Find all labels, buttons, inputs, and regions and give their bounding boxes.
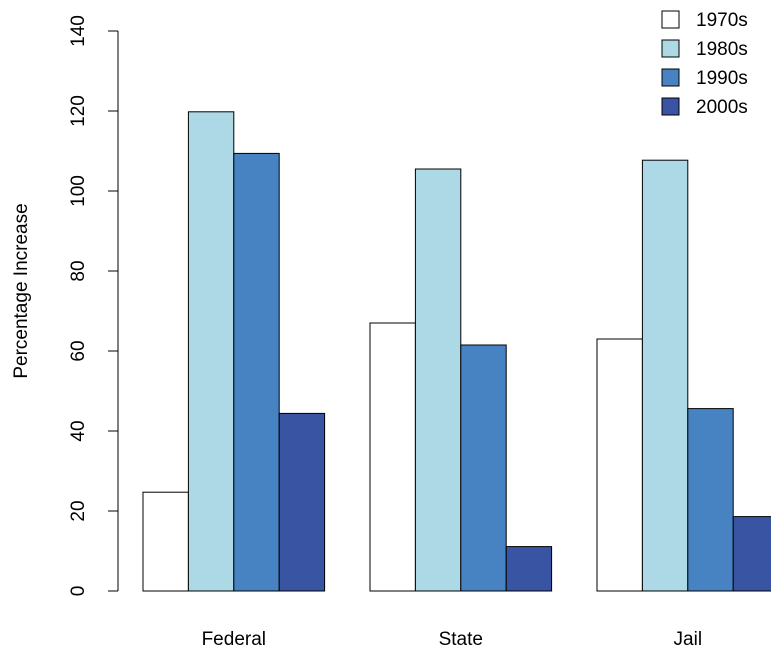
y-tick-label: 20 <box>68 500 89 521</box>
bar-state-1980s <box>414 168 462 592</box>
category-labels: Federal State Jail <box>202 629 702 647</box>
bars <box>142 111 771 592</box>
legend-label: 2000s <box>696 97 748 118</box>
legend-swatch <box>661 39 680 58</box>
y-axis-title: Percentage Increase <box>11 203 32 378</box>
bar-jail-1990s <box>687 408 734 592</box>
legend-label: 1990s <box>696 68 748 89</box>
y-tick-label: 120 <box>68 95 89 127</box>
y-tick-label: 80 <box>68 260 89 281</box>
y-tick-label: 140 <box>68 15 89 47</box>
legend-swatch <box>661 97 680 116</box>
y-axis: 0 20 40 60 80 100 120 140 <box>68 15 119 597</box>
legend-swatch <box>661 68 680 87</box>
y-tick-label: 60 <box>68 340 89 361</box>
bar-jail-2000s <box>732 516 771 592</box>
category-label: Federal <box>202 629 266 647</box>
bar-jail-1970s <box>596 338 643 592</box>
legend-label: 1980s <box>696 39 748 60</box>
legend-swatch <box>661 10 680 29</box>
category-label: State <box>439 629 483 647</box>
category-label: Jail <box>674 629 703 647</box>
legend-label: 1970s <box>696 10 748 31</box>
bar-state-2000s <box>505 546 553 592</box>
y-tick-label: 40 <box>68 420 89 441</box>
y-tick-label: 100 <box>68 175 89 207</box>
bar-federal-1970s <box>142 491 189 592</box>
bar-state-1970s <box>369 322 416 592</box>
bar-federal-2000s <box>278 412 326 592</box>
y-tick-label: 0 <box>68 586 89 597</box>
bar-federal-1980s <box>187 111 235 592</box>
bar-jail-1980s <box>641 159 689 592</box>
bar-state-1990s <box>460 344 507 592</box>
bar-federal-1990s <box>233 152 280 592</box>
legend: 1970s 1980s 1990s 2000s <box>661 10 748 118</box>
